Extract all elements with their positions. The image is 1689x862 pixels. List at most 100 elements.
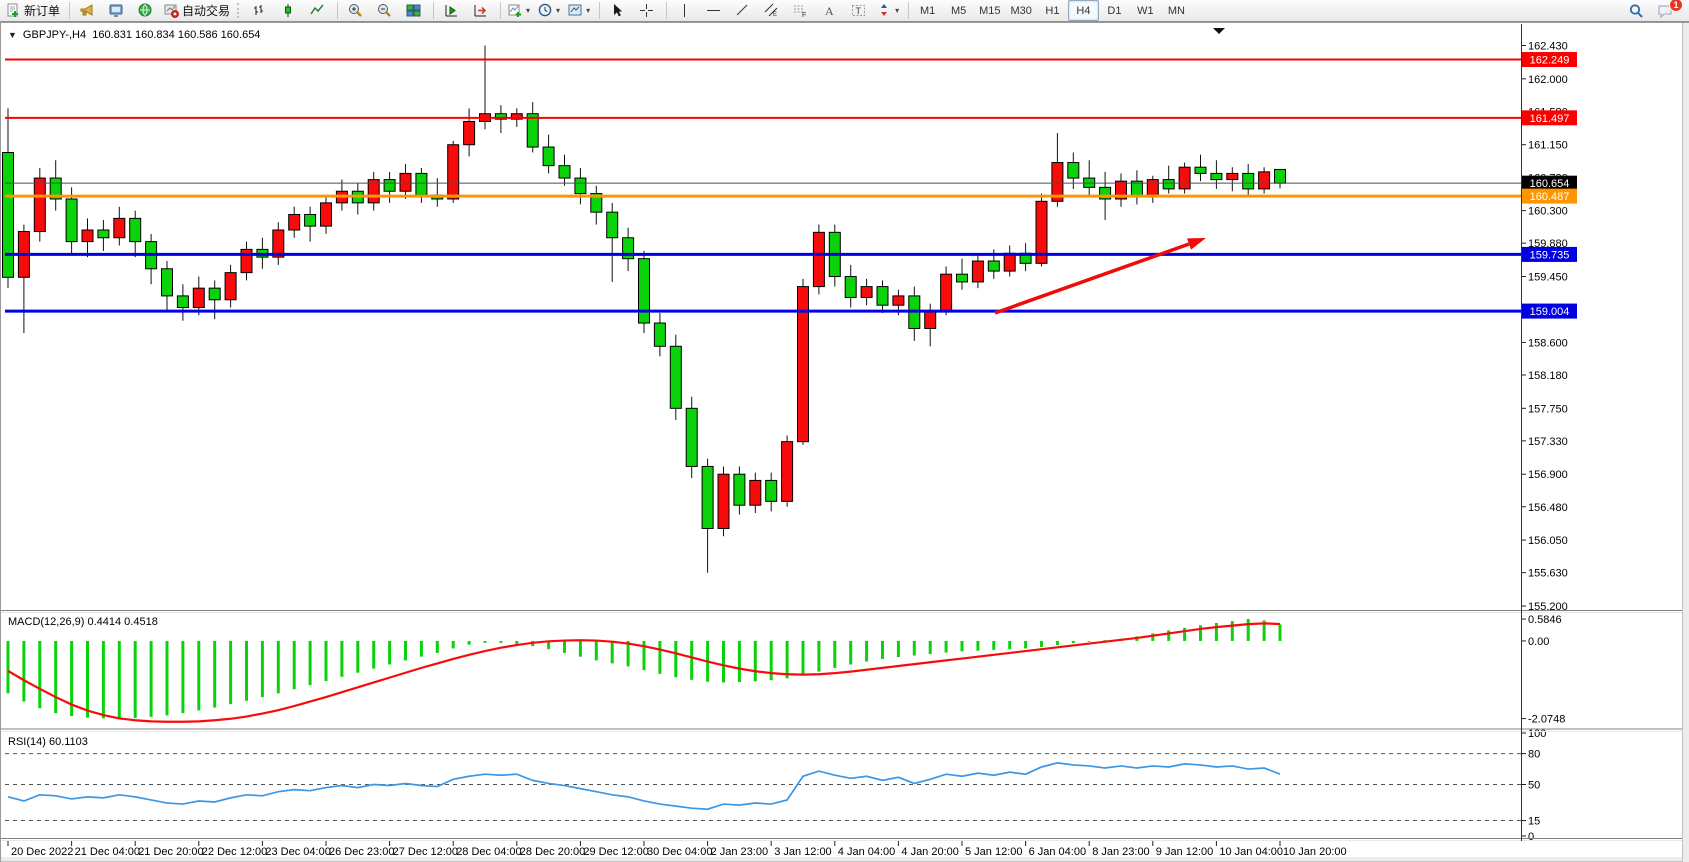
text-label-button[interactable]: T	[844, 0, 873, 21]
text-button[interactable]: A	[815, 0, 844, 21]
candle-body	[113, 217, 126, 239]
vertical-line-button[interactable]	[670, 0, 699, 21]
candle-body	[272, 229, 285, 258]
zoom-in-icon	[349, 4, 362, 17]
rsi-indicator-label: RSI(14) 60.1103	[8, 736, 88, 748]
trendline-button[interactable]	[728, 0, 757, 21]
candle-body	[876, 286, 889, 306]
auto-scroll-button[interactable]	[437, 0, 466, 21]
timeframe-d1-button[interactable]: D1	[1107, 4, 1122, 17]
horizontal-level-lines[interactable]	[5, 58, 1521, 313]
candle-body	[638, 258, 650, 324]
candlestick-chart-button[interactable]	[274, 0, 303, 21]
rsi-panel: 100 80 50 15 0	[5, 728, 1546, 843]
indicators-button[interactable]: ▾	[504, 0, 534, 21]
tile-windows-button[interactable]	[399, 0, 428, 21]
candle-body	[161, 268, 173, 297]
timeframe-h1-button[interactable]: H1	[1045, 4, 1060, 17]
candle-body	[1035, 200, 1048, 264]
arrows-icon	[881, 4, 888, 16]
tile-windows-icon	[406, 4, 421, 17]
macd-signal-line	[7, 622, 1281, 723]
candle-body	[1258, 171, 1271, 190]
candle-body	[1210, 172, 1223, 181]
bar-chart-button[interactable]	[245, 0, 274, 21]
arrows-button[interactable]: ▾	[873, 0, 903, 21]
market-watch-button[interactable]	[73, 0, 102, 21]
autotrading-button[interactable]: 自动交易	[160, 0, 234, 21]
channel-button[interactable]: E	[757, 0, 786, 21]
rsi-line	[7, 762, 1281, 811]
strategy-tester-button[interactable]	[131, 0, 160, 21]
window-border	[0, 22, 1689, 862]
candle-body	[987, 260, 1000, 272]
candle-body	[956, 273, 968, 283]
new-order-label: 新订单	[24, 4, 61, 18]
candle-body	[1115, 180, 1127, 200]
candle-body	[749, 479, 762, 506]
candle-body	[208, 287, 221, 301]
macd-axis-label: 0.00	[1528, 636, 1549, 648]
time-tick-label: 6 Jan 04:00	[1029, 846, 1087, 858]
candle-body	[240, 248, 253, 274]
price-axis[interactable]: 162.430162.000161.580161.150160.730160.3…	[1521, 40, 1577, 613]
timeframe-w1-button[interactable]: W1	[1137, 4, 1154, 17]
crosshair-button[interactable]	[632, 0, 661, 21]
timeframe-h4-button[interactable]: H4	[1067, 0, 1099, 21]
search-button[interactable]	[1621, 0, 1650, 21]
time-tick-label: 10 Jan 04:00	[1219, 846, 1283, 858]
time-tick-label: 21 Dec 04:00	[75, 846, 140, 858]
candle-body	[558, 165, 571, 179]
chart-shift-button[interactable]	[466, 0, 495, 21]
terminal-button[interactable]	[102, 0, 131, 21]
time-tick-label: 8 Jan 23:00	[1092, 846, 1150, 858]
candle-body	[892, 295, 905, 306]
candle-body	[2, 151, 14, 278]
candle-body	[701, 465, 714, 529]
candle-body	[176, 295, 189, 309]
candle-body	[1274, 168, 1286, 184]
cursor-button[interactable]	[603, 0, 632, 21]
horizontal-line-button[interactable]	[699, 0, 728, 21]
separator	[500, 2, 502, 19]
periods-button[interactable]: ▾	[534, 0, 564, 21]
time-tick-label: 27 Dec 12:00	[393, 846, 458, 858]
candle-body	[733, 473, 746, 506]
autotrading-label: 自动交易	[182, 4, 231, 18]
fibonacci-button[interactable]: F	[786, 0, 815, 21]
timeframe-m5-button[interactable]: M5	[950, 4, 967, 17]
candle-body	[797, 286, 809, 443]
candle-body	[224, 272, 237, 301]
price-badge-label: 160.654	[1530, 178, 1570, 190]
candle-body	[590, 193, 603, 213]
auto-scroll-icon	[445, 5, 458, 17]
timeframe-m15-button[interactable]: M15	[979, 4, 1001, 17]
one-click-trading-toggle-icon[interactable]: ▼	[8, 30, 17, 40]
chat-button[interactable]: 1	[1650, 0, 1683, 21]
candle-body	[415, 172, 428, 196]
new-order-button[interactable]: 新订单	[2, 0, 64, 21]
separator	[337, 2, 339, 19]
candle-body	[1162, 179, 1175, 190]
candle-body	[192, 287, 205, 309]
price-badge	[1522, 110, 1577, 126]
candle-body	[304, 213, 317, 227]
timeframe-m30-button[interactable]: M30	[1010, 4, 1032, 17]
rsi-axis-label: 100	[1528, 728, 1546, 740]
timeframe-m1-button[interactable]: M1	[919, 4, 936, 17]
zoom-in-button[interactable]	[341, 0, 370, 21]
time-tick-label: 2 Jan 23:00	[711, 846, 769, 858]
timeframe-mn-button[interactable]: MN	[1167, 4, 1185, 17]
zoom-out-button[interactable]	[370, 0, 399, 21]
rsi-axis-label: 80	[1528, 749, 1540, 761]
candle-body	[1226, 172, 1239, 181]
new-order-icon	[7, 3, 18, 17]
time-tick-label: 22 Dec 12:00	[202, 846, 267, 858]
templates-button[interactable]: ▾	[564, 0, 594, 21]
trend-arrow-annotation[interactable]	[994, 28, 1225, 315]
price-tick-label: 155.630	[1528, 568, 1568, 580]
line-chart-button[interactable]	[303, 0, 332, 21]
price-tick-label: 157.750	[1528, 403, 1568, 415]
